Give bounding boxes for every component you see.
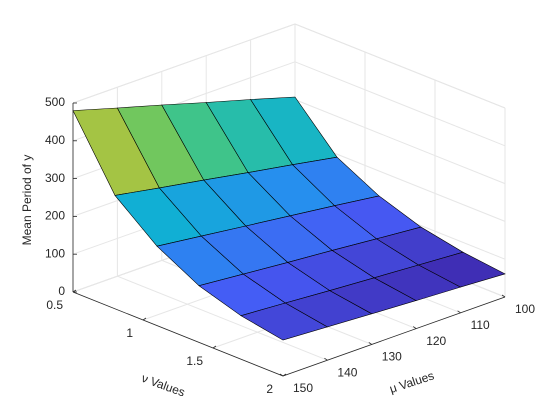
z-axis-label: Mean Period of y [20,155,34,246]
y-tick-label: 150 [293,381,313,395]
x-tick-label: 1 [126,326,133,340]
surface-layer [72,96,506,341]
y-tick-label: 110 [471,318,490,332]
z-tick-label: 500 [45,95,65,109]
z-grid-line [294,99,506,185]
z-grid-line [294,61,506,147]
x-axis-line [72,291,284,377]
x-tick-label: 2 [266,382,273,396]
y-tick-label: 130 [382,350,402,364]
y-tick [368,342,373,345]
x-tick [282,373,287,377]
z-tick-label: 400 [45,133,65,147]
z-tick-label: 200 [45,209,65,223]
box-edge [72,23,296,104]
y-tick-label: 120 [426,334,446,348]
x-tick [72,289,77,293]
x-tick-label: 1.5 [186,354,203,368]
y-tick [501,294,506,298]
y-tick [279,373,284,377]
y-tick-label: 100 [515,302,535,316]
y-tick-label: 140 [337,365,357,379]
x-tick [212,345,217,349]
z-tick-label: 300 [45,171,65,185]
axis-layer: 0 100 200 300 400 500 0.5 1 1.5 2 100 110 120 130 140 1… [45,95,535,396]
y-tick [412,326,417,329]
z-tick-label: 100 [45,246,65,260]
x-tick-label: 0.5 [46,298,63,312]
y-tick [324,357,328,361]
y-tick [457,310,461,314]
z-tick-label: 0 [58,284,65,298]
surface-cell [417,251,506,288]
box-edge [294,23,506,109]
y-axis-line [282,296,506,377]
y-grid-line [117,275,328,361]
x-tick [142,317,147,321]
